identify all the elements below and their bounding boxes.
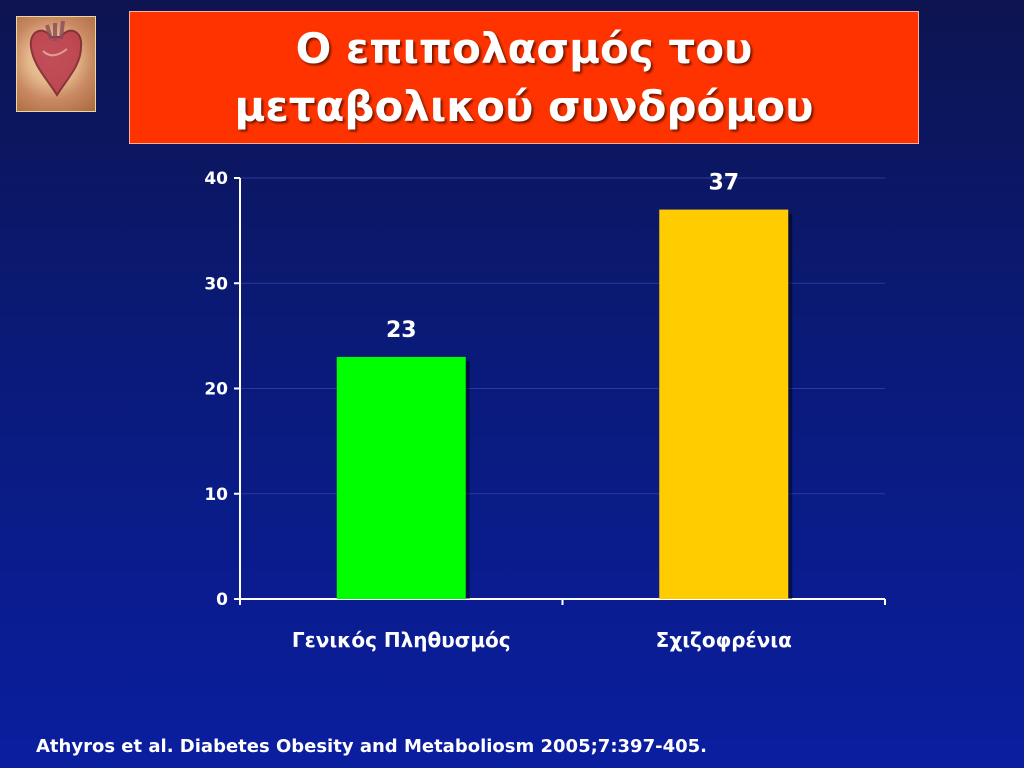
y-tick-label: 20 [204,380,228,400]
title-line-1: Ο επιπολασμός του [295,23,753,73]
y-tick-label: 40 [204,169,228,189]
citation: Athyros et al. Diabetes Obesity and Meta… [36,736,707,757]
data-label: 23 [386,318,417,343]
y-tick-label: 0 [216,590,228,610]
title-box: Ο επιπολασμός του μεταβολικού συνδρόμου [129,11,919,144]
bar-2 [659,209,789,599]
heart-anatomy-logo [16,16,96,112]
heart-anatomy-icon [29,20,83,97]
title-line-2: μεταβολικού συνδρόμου [234,81,814,131]
y-tick-label: 10 [204,485,228,505]
data-label: 37 [708,171,739,196]
bar-1 [336,356,466,599]
category-label: Σχιζοφρένια [656,628,792,652]
y-tick-label: 30 [204,274,228,294]
bar-chart: 0 10 20 30 40 23 Γενικός Πληθυσμός 37 Σχιζοφρένι… [204,169,885,652]
category-label: Γενικός Πληθυσμός [292,628,511,652]
